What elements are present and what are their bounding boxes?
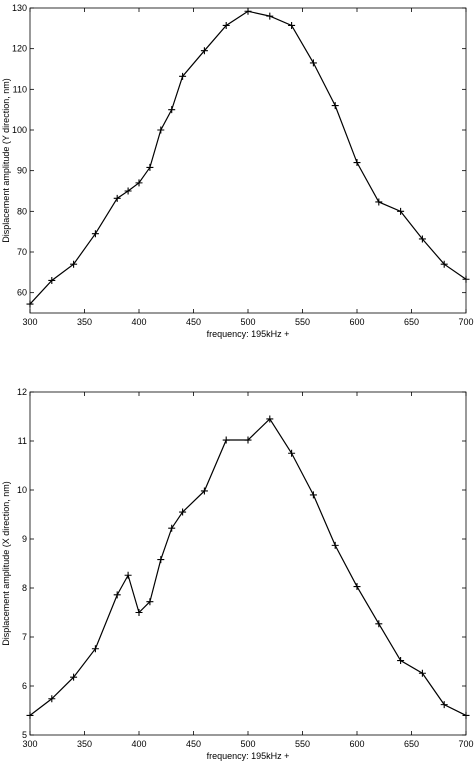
data-point-marker (353, 583, 361, 591)
data-point-marker (440, 701, 448, 709)
data-point-marker (157, 556, 165, 564)
data-point-marker (113, 194, 121, 202)
data-point-marker (222, 436, 230, 444)
y-tick-label: 110 (13, 84, 27, 94)
data-point-marker (124, 571, 132, 579)
x-tick-label: 550 (295, 317, 310, 327)
data-point-marker (375, 198, 383, 206)
data-point-marker (48, 695, 56, 703)
data-point-marker (397, 207, 405, 215)
data-point-marker (375, 620, 383, 628)
x-tick-label: 700 (458, 317, 473, 327)
data-point-marker (440, 260, 448, 268)
y-tick-label: 9 (22, 534, 27, 544)
data-point-marker (168, 106, 176, 114)
data-point-marker (331, 541, 339, 549)
series-line (29, 418, 467, 716)
data-point-marker (244, 436, 252, 444)
x-tick-label: 350 (77, 739, 92, 749)
y-tick-label: 130 (12, 3, 27, 13)
data-point-marker (353, 159, 361, 167)
data-point-marker (135, 179, 143, 187)
data-point-marker (168, 524, 176, 532)
y-tick-label: 5 (22, 730, 27, 740)
data-point-marker (179, 72, 187, 80)
y-axis-label: Displacement amplitude (X direction, nm) (1, 481, 11, 646)
data-point-marker (288, 21, 296, 29)
y-tick-label: 10 (17, 485, 27, 495)
x-tick-label: 700 (458, 739, 473, 749)
y-tick-label: 12 (17, 387, 27, 397)
x-tick-label: 450 (186, 739, 201, 749)
data-point-marker (146, 598, 154, 606)
data-point-marker (418, 669, 426, 677)
data-point-marker (179, 508, 187, 516)
x-tick-label: 600 (349, 317, 364, 327)
data-point-marker (124, 187, 132, 195)
data-point-marker (70, 673, 78, 681)
data-point-marker (146, 163, 154, 171)
data-point-marker (462, 711, 470, 719)
data-point-marker (48, 276, 56, 284)
y-tick-label: 90 (17, 166, 27, 176)
y-tick-label: 7 (22, 632, 27, 642)
data-point-marker (222, 21, 230, 29)
data-point-marker (331, 102, 339, 110)
y-tick-label: 11 (18, 436, 27, 446)
y-axis-label: Displacement amplitude (Y direction, nm) (1, 78, 11, 242)
data-point-marker (309, 491, 317, 499)
data-point-marker (26, 711, 34, 719)
x-tick-label: 400 (131, 317, 146, 327)
series-line (29, 10, 467, 305)
x-tick-label: 600 (349, 739, 364, 749)
y-tick-label: 70 (17, 247, 27, 257)
x-axis-label: frequency: 195kHz + (207, 329, 290, 339)
data-point-marker (266, 415, 274, 423)
data-point-marker (91, 645, 99, 653)
data-point-marker (418, 235, 426, 243)
y-tick-label: 6 (22, 681, 27, 691)
data-point-marker (26, 300, 34, 308)
y-tick-label: 60 (17, 288, 27, 298)
x-tick-label: 300 (22, 739, 37, 749)
x-tick-label: 650 (404, 739, 419, 749)
data-point-marker (135, 609, 143, 616)
data-point-marker (462, 275, 470, 283)
data-point-marker (266, 12, 274, 20)
y-tick-label: 120 (12, 44, 27, 54)
x-tick-label: 650 (404, 317, 419, 327)
chart-1: 300 350 400 450 500 550 600 650 700 60 70 80 90 100 11… (1, 3, 474, 339)
data-point-marker (113, 591, 121, 599)
y-tick-label: 100 (12, 125, 27, 135)
x-tick-label: 550 (295, 739, 310, 749)
data-point-marker (200, 487, 208, 495)
data-point-marker (397, 657, 405, 665)
plot-frame (29, 7, 467, 314)
x-tick-label: 500 (240, 317, 255, 327)
x-axis-label: frequency: 195kHz + (207, 751, 290, 761)
x-tick-label: 300 (22, 317, 37, 327)
chart-2: 300 350 400 450 500 550 600 650 700 5 6 7 8 9 10 11 12 fr… (1, 387, 474, 761)
x-tick-label: 400 (131, 739, 146, 749)
x-tick-label: 450 (186, 317, 201, 327)
data-point-marker (200, 47, 208, 55)
data-point-marker (70, 260, 78, 268)
y-tick-label: 80 (17, 206, 27, 216)
data-point-marker (157, 126, 165, 134)
data-point-marker (244, 7, 252, 15)
x-tick-label: 500 (240, 739, 255, 749)
x-tick-label: 350 (77, 317, 92, 327)
y-tick-label: 8 (22, 583, 27, 593)
data-point-marker (288, 449, 296, 457)
data-point-marker (91, 230, 99, 238)
data-point-marker (309, 59, 317, 67)
